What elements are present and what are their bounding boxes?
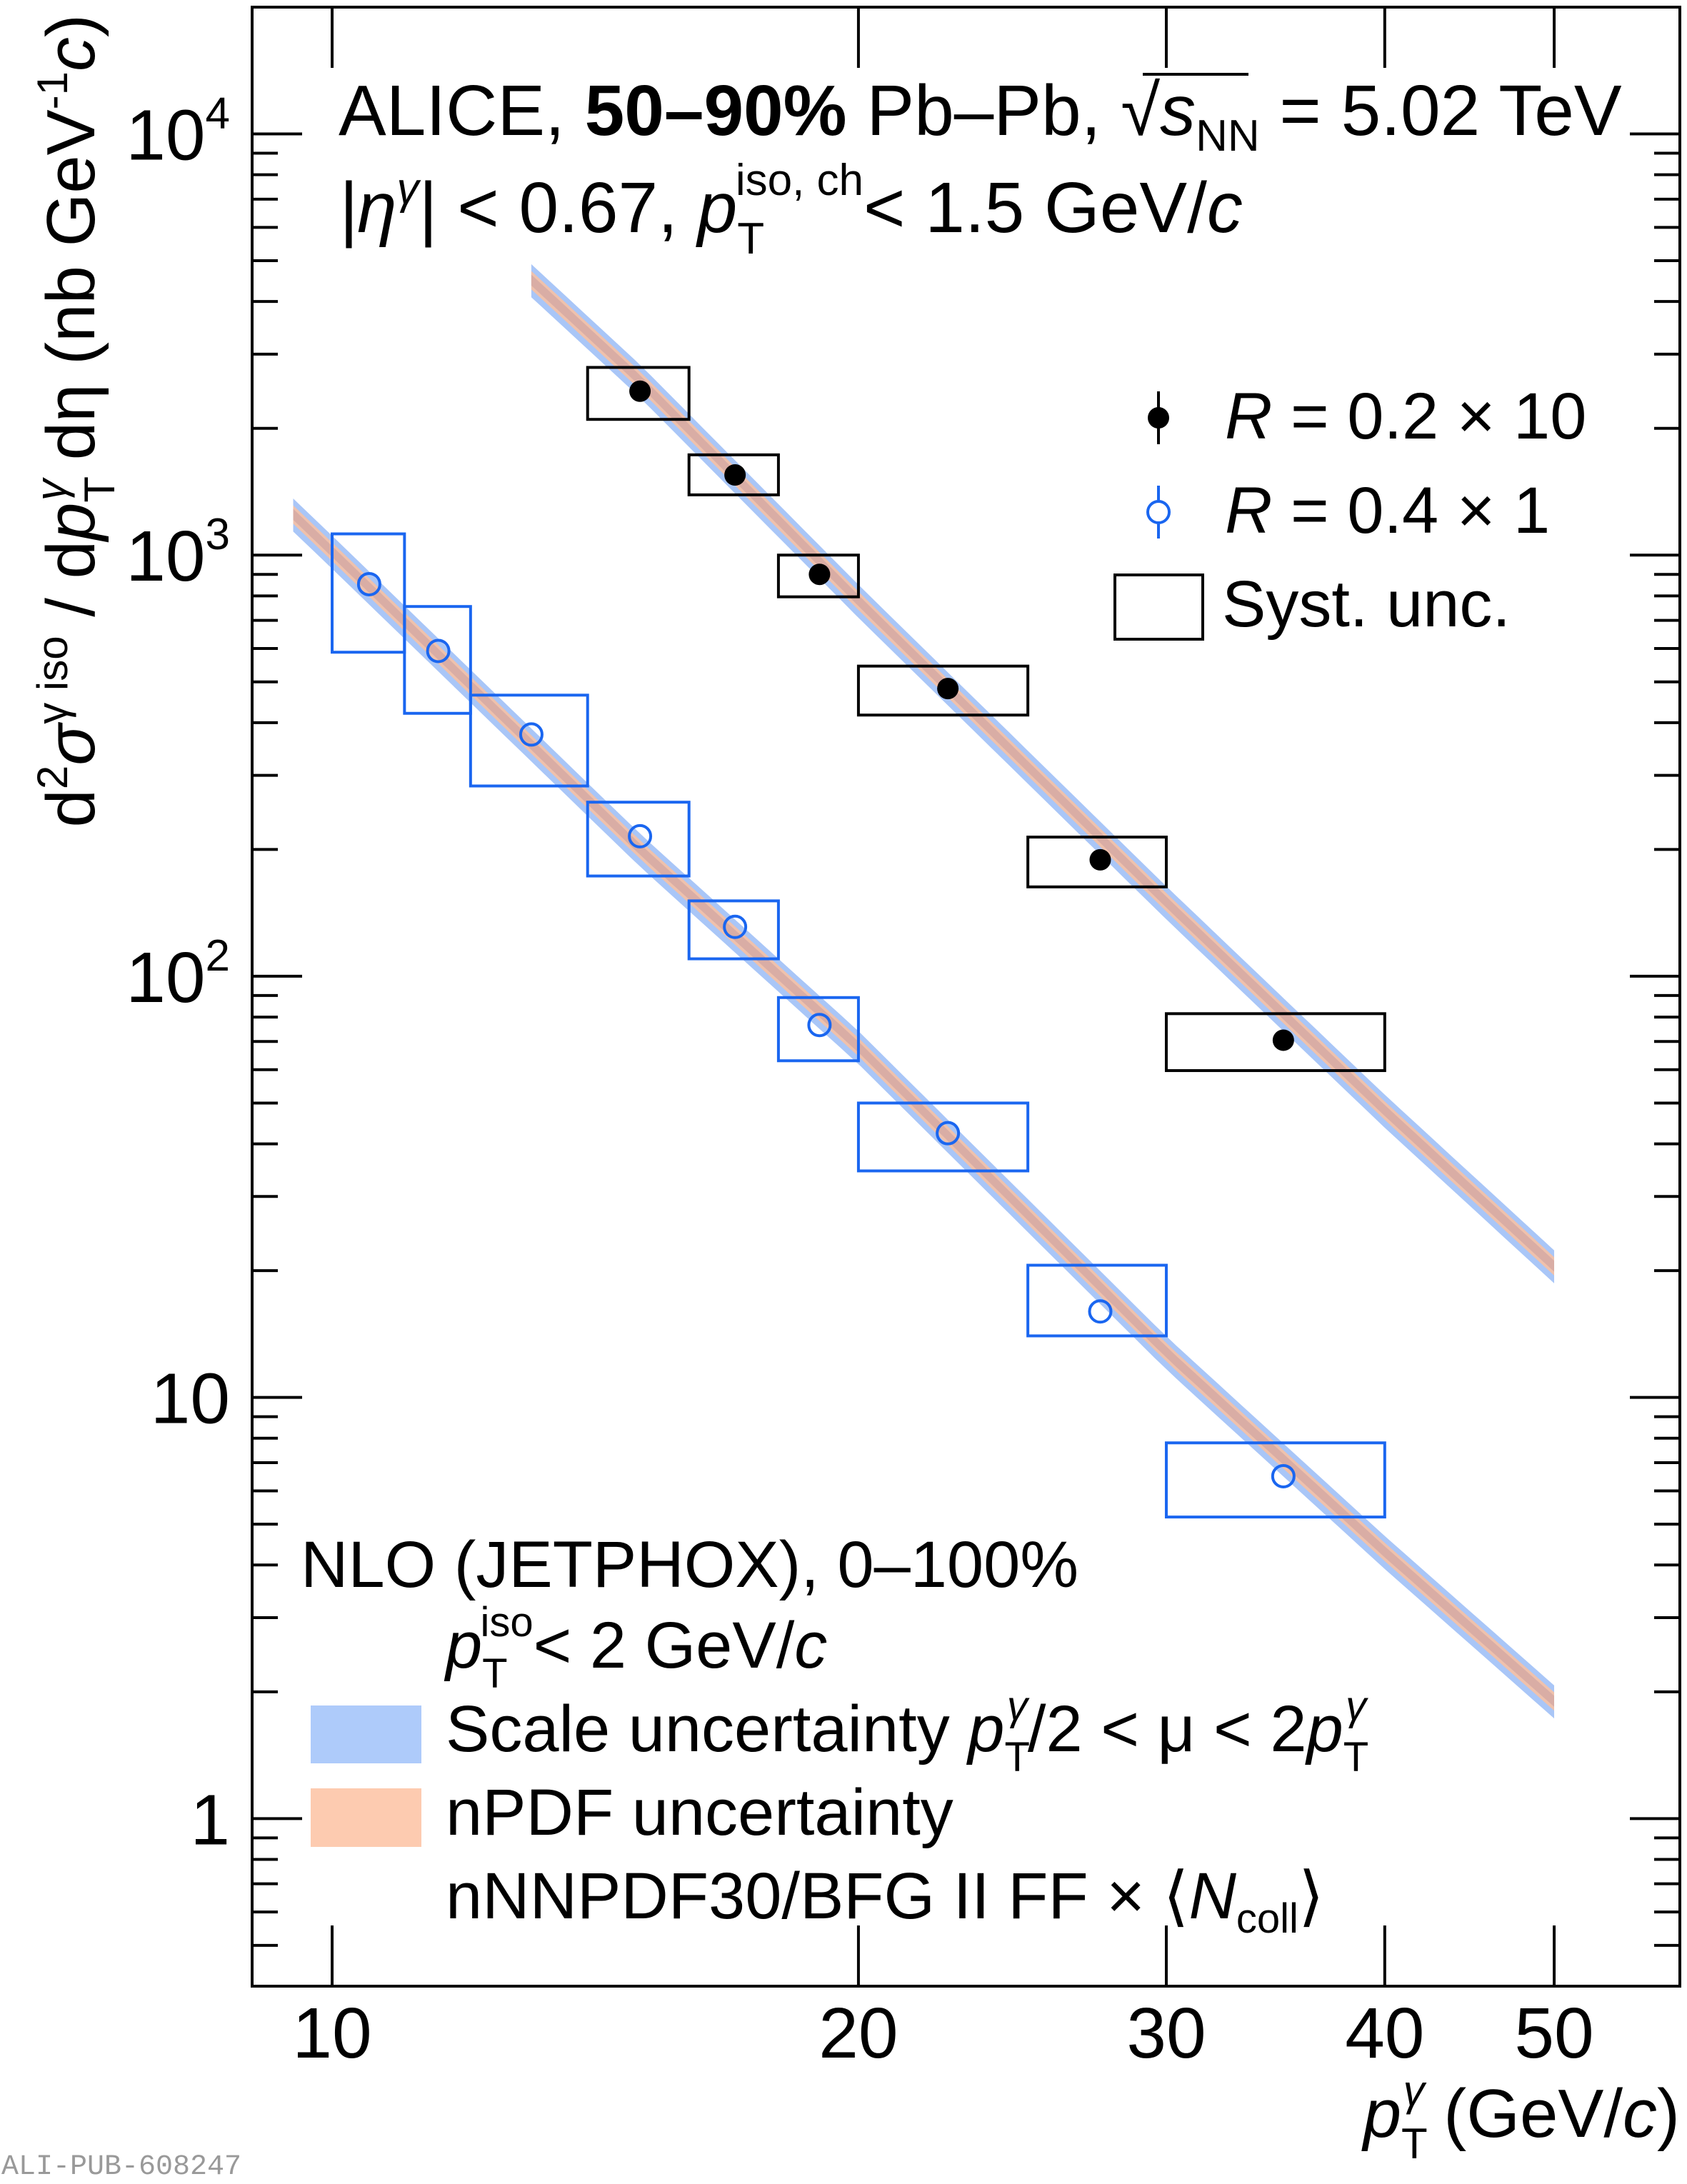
syst-box bbox=[687, 453, 780, 496]
data-point-r02 bbox=[724, 464, 746, 486]
legend-syst-box bbox=[1113, 573, 1204, 641]
y-tick-label: 102 bbox=[126, 931, 230, 1018]
npdf-band-label: nPDF uncertainty bbox=[446, 1776, 953, 1849]
data-point-r04 bbox=[723, 914, 748, 939]
legend-r02-label: R = 0.2 × 10 bbox=[1225, 380, 1586, 453]
y-tick-base: 10 bbox=[151, 1359, 230, 1439]
y-tick-exponent: 2 bbox=[206, 931, 230, 981]
legend-r04-marker bbox=[1146, 500, 1171, 524]
y-tick-base: 1 bbox=[190, 1780, 230, 1860]
y-tick-exponent: 4 bbox=[206, 89, 230, 139]
data-point-r04 bbox=[628, 823, 653, 848]
data-point-r04 bbox=[426, 638, 451, 663]
band-overlap bbox=[531, 274, 1554, 1272]
y-tick-label: 103 bbox=[126, 510, 230, 596]
scale-band-swatch bbox=[311, 1705, 421, 1763]
syst-box bbox=[586, 801, 691, 878]
y-tick-label: 10 bbox=[151, 1359, 230, 1439]
watermark: ALI-PUB-608247 bbox=[1, 2151, 241, 2183]
scale-band-label: Scale uncertainty pTγ/2 < μ < 2pTγ bbox=[446, 1683, 1368, 1780]
syst-box bbox=[331, 532, 406, 654]
syst-box bbox=[776, 553, 860, 598]
data-point-r02 bbox=[1089, 848, 1111, 871]
npdf-band-swatch bbox=[311, 1788, 421, 1847]
data-point-r04 bbox=[807, 1013, 832, 1038]
data-point-r02 bbox=[809, 563, 831, 586]
header-line2: |ηγ| < 0.67, pTiso, ch< 1.5 GeV/c bbox=[339, 156, 1243, 264]
band-overlap bbox=[293, 509, 1554, 1707]
syst-box bbox=[856, 1101, 1030, 1173]
syst-box bbox=[776, 996, 860, 1063]
syst-box bbox=[403, 605, 472, 715]
data-point-r02 bbox=[629, 380, 651, 402]
syst-box bbox=[687, 899, 780, 961]
data-point-r02 bbox=[937, 678, 959, 700]
syst-box bbox=[1164, 1012, 1386, 1073]
syst-box bbox=[1164, 1441, 1386, 1519]
y-tick-base: 10 bbox=[126, 516, 205, 596]
legend-r02-marker bbox=[1148, 407, 1169, 429]
y-tick-base: 10 bbox=[126, 938, 205, 1018]
y-tick-exponent: 3 bbox=[206, 510, 230, 559]
x-tick-label: 20 bbox=[819, 1993, 898, 2073]
x-tick-label: 50 bbox=[1514, 1993, 1593, 2073]
syst-box bbox=[1026, 836, 1168, 888]
x-axis-title: pTγ (GeV/c) bbox=[1361, 2067, 1680, 2168]
syst-box bbox=[586, 366, 691, 421]
data-point-r04 bbox=[519, 722, 544, 747]
theory-iso-cut: pTiso< 2 GeV/c bbox=[444, 1599, 827, 1697]
data-point-r04 bbox=[936, 1121, 961, 1146]
axis-ticks bbox=[252, 6, 1680, 1988]
y-tick-label: 1 bbox=[190, 1780, 230, 1860]
systematic-boxes bbox=[331, 366, 1386, 1519]
header-line1: ALICE, 50–90% Pb–Pb, √sNN = 5.02 TeV bbox=[339, 71, 1622, 161]
syst-box bbox=[469, 693, 589, 788]
data-point-r04 bbox=[1271, 1463, 1296, 1488]
theory-legend: NLO (JETPHOX), 0–100% pTiso< 2 GeV/c Sca… bbox=[301, 1528, 1368, 1942]
y-tick-base: 10 bbox=[126, 96, 205, 176]
theory-pdf-label: nNNPDF30/BFG II FF × ⟨Ncoll⟩ bbox=[446, 1860, 1324, 1942]
legend: R = 0.2 × 10 R = 0.4 × 1 Syst. unc. bbox=[1113, 380, 1586, 641]
x-tick-label: 30 bbox=[1126, 1993, 1206, 2073]
legend-syst-label: Syst. unc. bbox=[1222, 568, 1511, 641]
data-point-r02 bbox=[1272, 1029, 1294, 1051]
data-point-r04 bbox=[1088, 1299, 1113, 1324]
y-axis-title: d2σγ iso / dpTγ dη (nb GeV-1c) bbox=[27, 14, 124, 827]
y-tick-label: 104 bbox=[126, 89, 230, 176]
x-tick-label: 10 bbox=[292, 1993, 371, 2073]
data-points bbox=[356, 380, 1296, 1488]
syst-box bbox=[856, 664, 1030, 717]
theory-title: NLO (JETPHOX), 0–100% bbox=[301, 1528, 1078, 1601]
x-tick-label: 40 bbox=[1345, 1993, 1424, 2073]
legend-r04-label: R = 0.4 × 1 bbox=[1225, 474, 1550, 547]
syst-box bbox=[1026, 1263, 1168, 1338]
data-point-r04 bbox=[356, 571, 381, 596]
sqrt-symbol: √ bbox=[1121, 71, 1160, 151]
